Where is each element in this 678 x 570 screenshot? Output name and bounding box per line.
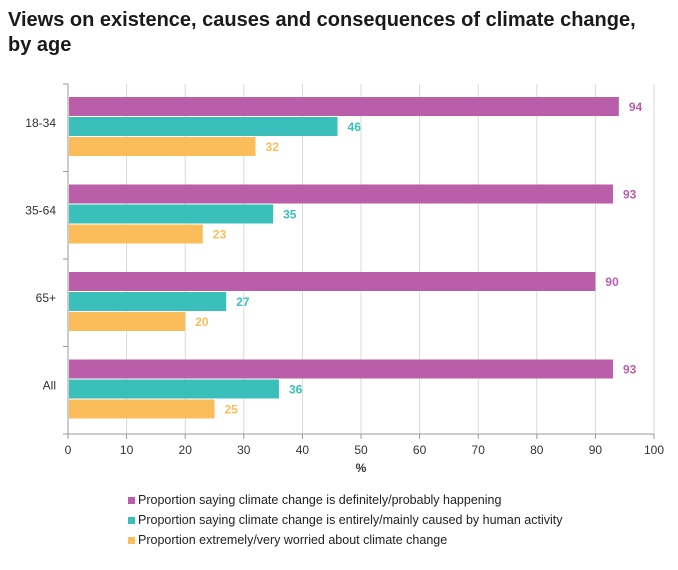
data-label: 27 [236, 295, 250, 309]
x-tick-label: 70 [472, 443, 486, 457]
category-label: 65+ [36, 291, 56, 305]
bar [69, 204, 274, 224]
legend-swatch [128, 516, 135, 524]
data-label: 32 [266, 140, 280, 154]
bar [69, 224, 203, 244]
bar [69, 399, 215, 419]
data-label: 46 [348, 120, 362, 134]
bar [69, 137, 256, 156]
data-label: 20 [195, 315, 209, 329]
x-tick-label: 80 [530, 443, 544, 457]
legend-swatch [128, 496, 135, 504]
data-label: 25 [225, 403, 239, 417]
x-tick-label: 60 [413, 443, 427, 457]
data-label: 90 [605, 275, 619, 289]
legend-label: Proportion saying climate change is enti… [138, 513, 563, 527]
x-tick-label: 100 [644, 443, 664, 457]
x-tick-label: 30 [237, 443, 251, 457]
x-tick-label: 40 [296, 443, 310, 457]
legend-item: Proportion saying climate change is enti… [128, 510, 563, 530]
legend-item: Proportion extremely/very worried about … [128, 530, 563, 550]
bar [69, 97, 619, 116]
x-tick-label: 10 [120, 443, 134, 457]
bar [69, 359, 613, 379]
category-label: 18-34 [25, 116, 56, 130]
x-tick-label: 20 [179, 443, 193, 457]
chart-title: Views on existence, causes and consequen… [8, 9, 636, 56]
category-label: All [43, 378, 56, 392]
x-tick-label: 90 [589, 443, 603, 457]
data-label: 35 [283, 208, 297, 222]
legend-label: Proportion saying climate change is defi… [138, 493, 502, 507]
data-label: 36 [289, 383, 303, 397]
data-label: 93 [623, 363, 637, 377]
bar [69, 379, 279, 399]
data-label: 93 [623, 188, 637, 202]
bar [69, 292, 227, 311]
bar [69, 184, 613, 204]
x-tick-label: 50 [354, 443, 368, 457]
category-label: 35-64 [25, 203, 56, 217]
x-axis-label: % [356, 461, 367, 475]
data-label: 23 [213, 228, 227, 242]
x-tick-label: 0 [65, 443, 72, 457]
legend-label: Proportion extremely/very worried about … [138, 533, 448, 547]
bar [69, 312, 186, 331]
legend-swatch [128, 536, 135, 544]
legend: Proportion saying climate change is defi… [128, 490, 563, 550]
bar [69, 272, 596, 291]
data-label: 94 [629, 100, 643, 114]
legend-item: Proportion saying climate change is defi… [128, 490, 563, 510]
bar [69, 117, 338, 136]
